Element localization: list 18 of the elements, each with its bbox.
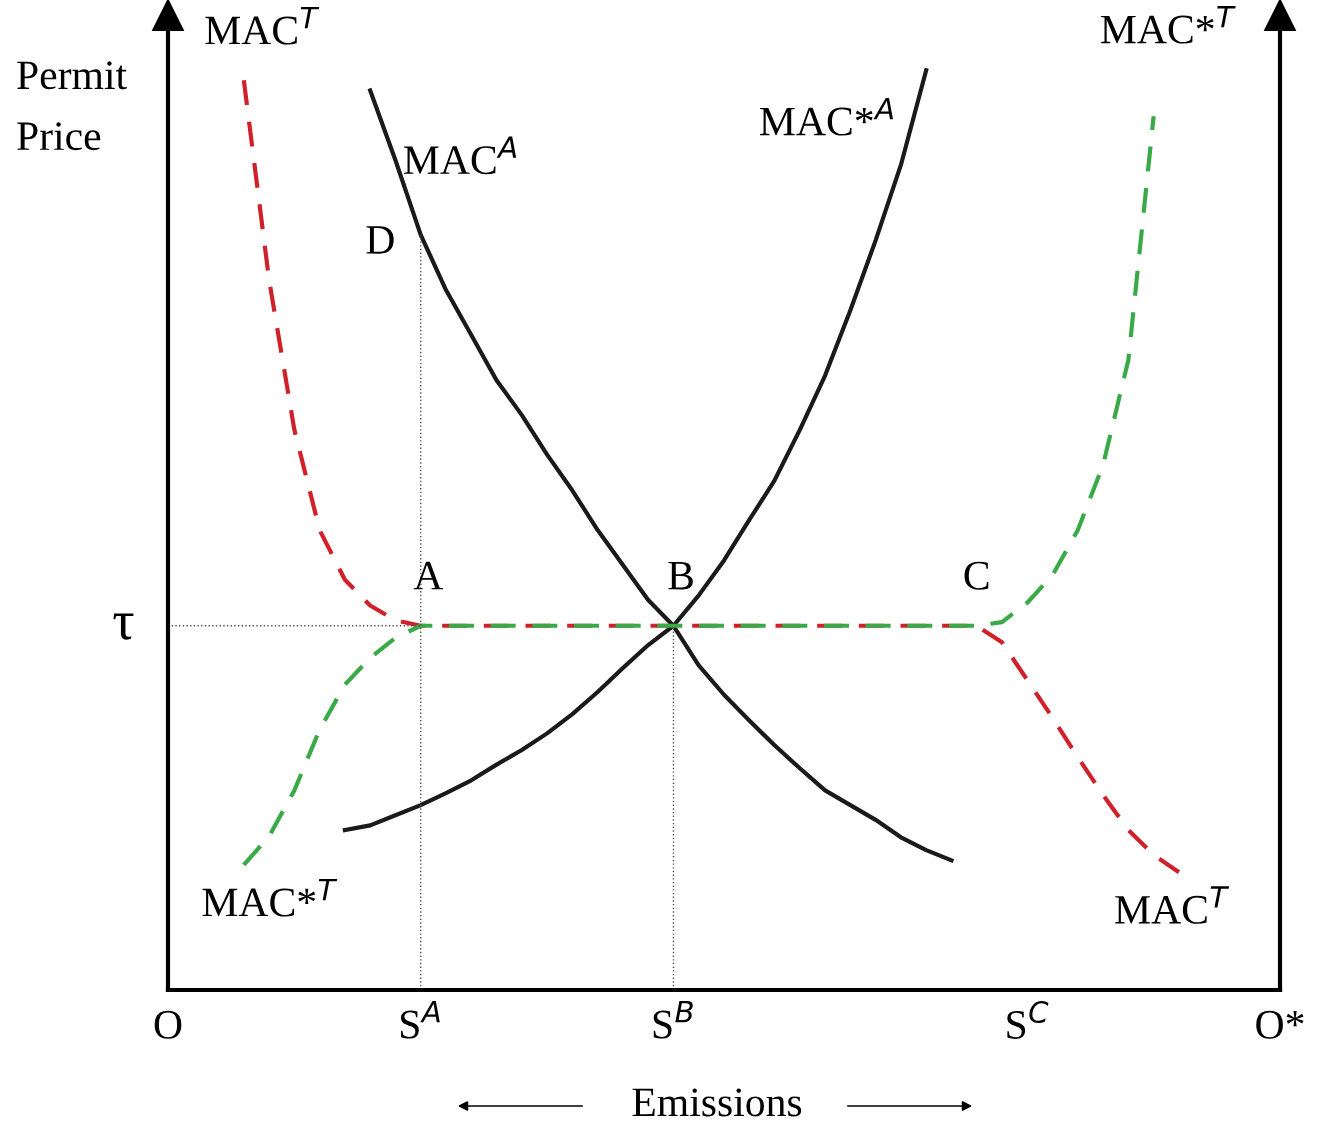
- x-tick-label: S$^{C}$: [1007, 1000, 1049, 1039]
- x-tick-label: O: [154, 1010, 182, 1039]
- y-axis-title: Permit Price: [17, 61, 127, 151]
- series-label: MAC$^{A}$: [404, 136, 517, 175]
- series-label: MAC*$^{A}$: [760, 97, 893, 136]
- annotation: A: [413, 561, 444, 590]
- x-tick-label: O*: [1256, 1010, 1304, 1039]
- series-label: MAC*$^{T}$: [202, 878, 338, 917]
- x-tick-label: S$^{B}$: [653, 1000, 693, 1039]
- annotation: B: [668, 562, 693, 590]
- annotation: C: [964, 561, 989, 590]
- x-axis-title: Emissions: [632, 1088, 802, 1117]
- annotation: D: [366, 226, 394, 254]
- x-tick-label: S$^{A}$: [401, 1000, 440, 1039]
- ref-line-label: τ: [113, 613, 134, 640]
- text: MAC*$^{T}$: [1101, 5, 1236, 44]
- text: MAC$^{T}$: [205, 6, 320, 45]
- series-label: MAC$^{T}$: [1115, 886, 1230, 924]
